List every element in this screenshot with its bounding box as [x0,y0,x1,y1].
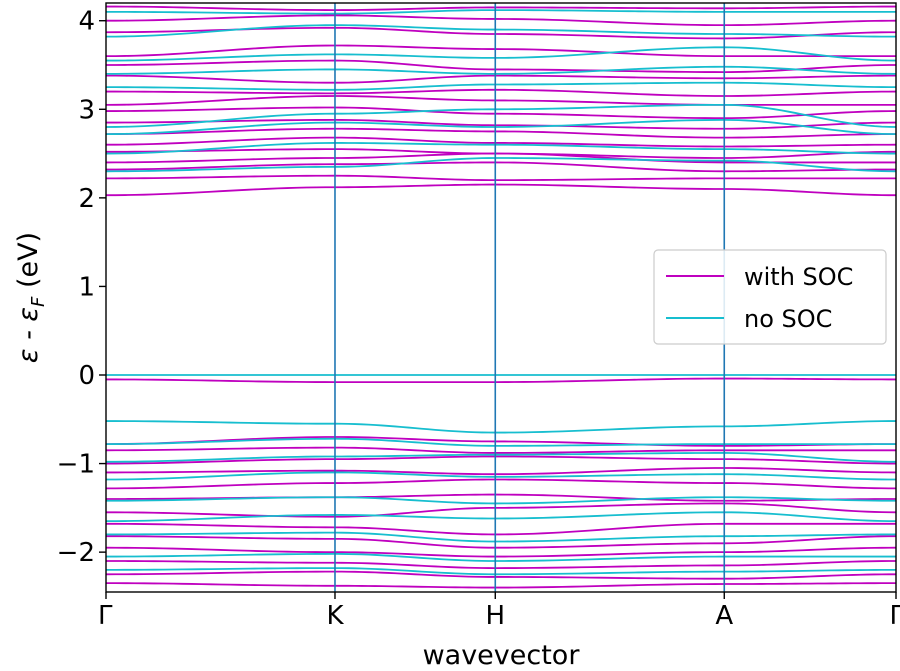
y-tick-label: 2 [78,184,95,214]
band-with-soc-22 [106,478,896,490]
y-axis-label-sub: F [28,296,49,307]
y-tick-label: −1 [57,450,95,480]
band-with-soc-30 [106,582,896,589]
band-with-soc-19 [106,446,896,454]
legend-label-with-soc: with SOC [744,263,853,291]
y-tick-label: 0 [78,361,95,391]
y-tick-label: −2 [57,538,95,568]
band-no-soc-0 [106,9,896,15]
band-with-soc-4 [106,59,896,73]
x-tick-label: Γ [890,601,900,631]
x-tick-label: K [326,601,344,631]
x-axis-label: wavevector [423,640,581,671]
y-tick-label: 4 [78,7,95,37]
legend-label-no-soc: no SOC [744,305,832,333]
y-axis-label-main: ε - ε [13,307,44,363]
band-with-soc-15 [106,174,896,182]
band-with-soc-17 [106,377,896,383]
band-no-soc-15 [106,511,896,523]
y-ticks: −2 −1 0 1 2 3 4 [57,7,106,568]
x-tick-label: A [715,601,733,631]
y-axis-label: ε - εF (eV) [13,232,49,363]
band-with-soc-7 [106,95,896,106]
band-with-soc-20 [106,455,896,465]
band-with-soc-10 [106,127,896,139]
band-no-soc-4 [106,81,896,91]
plot-frame [105,2,897,593]
band-no-soc-1 [106,24,896,38]
band-no-soc-7 [106,142,896,155]
band-with-soc-6 [106,88,896,97]
band-with-soc-5 [106,74,896,84]
legend: with SOC no SOC [653,249,887,345]
x-tick-label: Γ [98,601,113,631]
y-axis-label-unit: (eV) [13,232,44,297]
band-with-soc-16 [106,183,896,197]
x-tick-label: H [485,601,505,631]
band-no-soc-10 [106,420,896,434]
band-with-soc-28 [106,560,896,569]
band-with-soc-1 [106,14,896,27]
y-tick-label: 1 [78,272,95,302]
y-tick-label: 3 [78,95,95,125]
band-with-soc-21 [106,467,896,476]
legend-box [653,249,887,345]
